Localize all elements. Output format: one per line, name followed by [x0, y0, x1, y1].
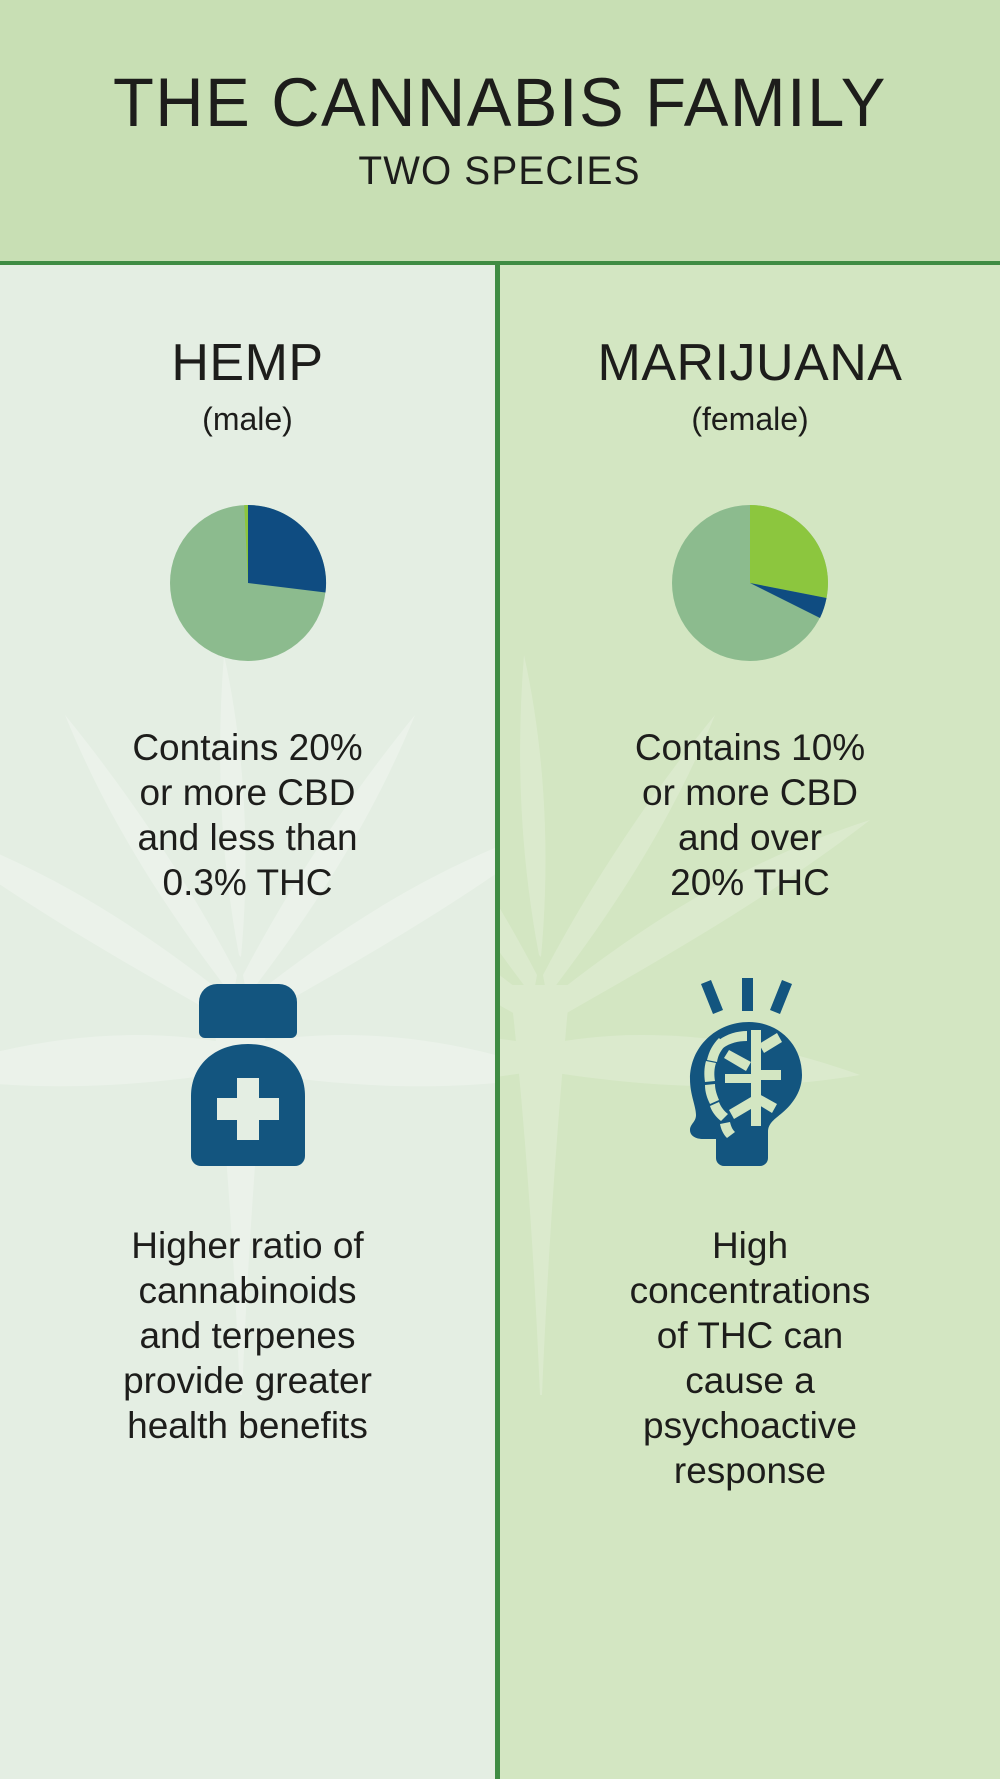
page-subtitle: TWO SPECIES	[358, 148, 642, 193]
species-name-hemp: HEMP	[171, 334, 324, 392]
marijuana-pie-chart	[670, 503, 830, 663]
brain-head-icon	[663, 977, 838, 1173]
column-hemp: HEMP (male) Contains 20% or more CBD and l…	[0, 265, 495, 1779]
comparison-columns: HEMP (male) Contains 20% or more CBD and l…	[0, 265, 1000, 1779]
column-marijuana-content: MARIJUANA (female) Contains 10% or more C…	[500, 265, 1000, 1779]
column-hemp-content: HEMP (male) Contains 20% or more CBD and l…	[0, 265, 495, 1779]
hemp-description-bottom: Higher ratio of cannabinoids and terpenes p…	[123, 1224, 372, 1447]
marijuana-description-top: Contains 10% or more CBD and over 20% THC	[634, 727, 866, 904]
species-sex-hemp: (male)	[202, 401, 293, 437]
column-divider	[495, 265, 500, 1779]
medicine-bottle-icon	[173, 978, 323, 1173]
species-name-marijuana: MARIJUANA	[597, 334, 903, 392]
marijuana-description-bottom: High concentrations of THC can cause a psych…	[629, 1224, 871, 1492]
page-title: THE CANNABIS FAMILY	[113, 63, 887, 141]
species-sex-marijuana: (female)	[691, 401, 809, 437]
header-banner: THE CANNABIS FAMILY TWO SPECIES	[0, 0, 1000, 265]
column-marijuana: MARIJUANA (female) Contains 10% or more C…	[500, 265, 1000, 1779]
hemp-description-top: Contains 20% or more CBD and less than 0.3%…	[132, 727, 363, 904]
hemp-pie-chart	[168, 503, 328, 663]
